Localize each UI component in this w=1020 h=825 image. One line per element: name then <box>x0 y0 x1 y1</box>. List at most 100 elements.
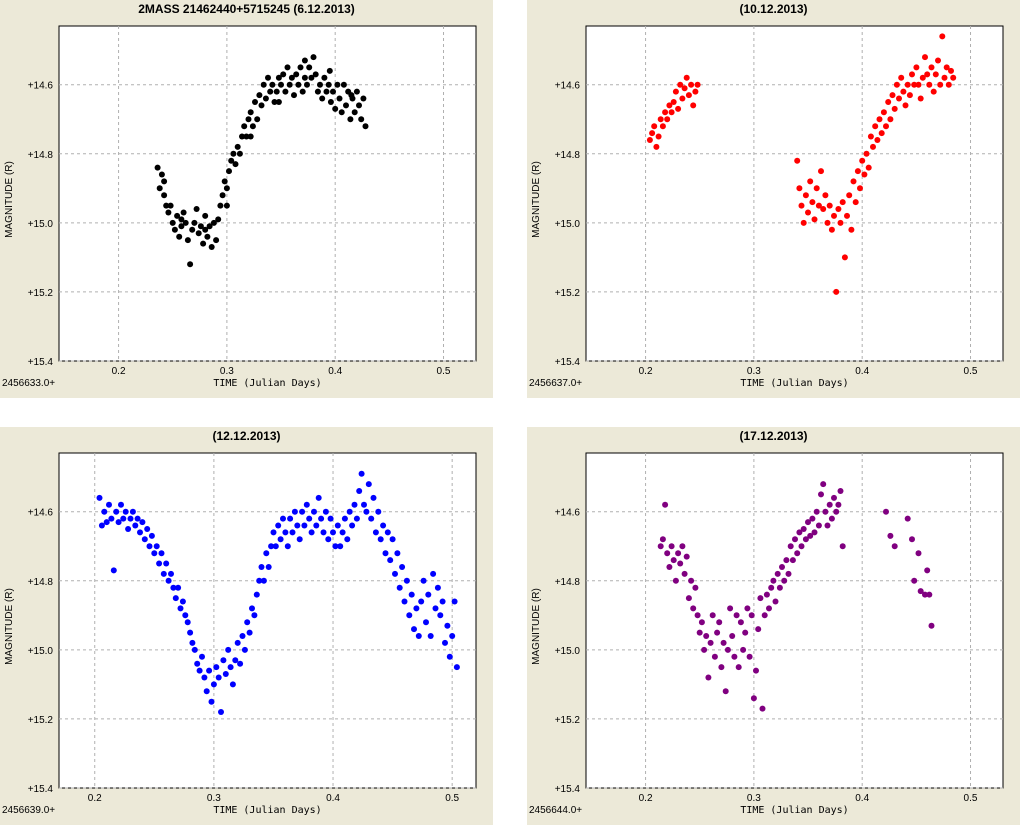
data-point <box>301 522 308 529</box>
data-point <box>779 564 785 570</box>
data-point <box>418 598 425 605</box>
data-point <box>857 185 863 192</box>
data-point <box>720 639 727 646</box>
data-point <box>372 529 379 536</box>
data-point <box>306 515 313 522</box>
data-point <box>844 212 850 219</box>
data-point <box>256 92 263 99</box>
data-point <box>245 116 252 123</box>
data-point <box>837 488 844 494</box>
data-point <box>835 206 842 212</box>
data-point <box>269 81 276 88</box>
data-point <box>809 515 816 522</box>
x-tick-label: 0.5 <box>964 366 978 377</box>
data-point <box>258 102 265 109</box>
data-point <box>850 178 857 185</box>
data-point <box>200 240 207 247</box>
data-point <box>926 591 933 598</box>
data-point <box>108 515 115 522</box>
y-tick-label: +14.6 <box>28 508 54 519</box>
data-point <box>127 515 134 522</box>
data-point <box>296 536 303 543</box>
data-point <box>798 202 805 209</box>
data-point <box>197 223 204 230</box>
data-point <box>854 168 861 175</box>
data-point <box>785 570 792 577</box>
x-axis-label: TIME (Julian Days) <box>740 805 848 816</box>
x-axis-label: TIME (Julian Days) <box>213 805 321 816</box>
data-point <box>241 123 248 130</box>
data-point <box>776 584 783 591</box>
data-point <box>221 178 228 185</box>
data-point <box>796 529 803 536</box>
data-point <box>234 639 241 646</box>
data-point <box>218 709 224 715</box>
data-point <box>303 501 310 508</box>
data-point <box>900 88 907 95</box>
data-point <box>389 536 396 543</box>
data-point <box>219 192 226 199</box>
data-point <box>365 481 372 488</box>
data-point <box>308 74 315 81</box>
data-point <box>161 192 168 199</box>
data-point <box>451 598 458 605</box>
data-point <box>835 501 842 508</box>
data-point <box>199 653 205 660</box>
data-point <box>898 74 905 81</box>
y-tick-label: +15.4 <box>555 784 581 795</box>
data-point <box>347 116 354 123</box>
x-axis-label: TIME (Julian Days) <box>213 378 321 389</box>
data-point <box>262 95 269 102</box>
data-point <box>833 508 840 515</box>
data-point <box>928 622 935 629</box>
data-point <box>796 185 803 192</box>
data-point <box>891 105 898 112</box>
data-point <box>815 522 822 529</box>
data-point <box>158 550 165 557</box>
data-point <box>865 164 872 171</box>
data-point <box>384 529 391 536</box>
data-point <box>711 653 718 660</box>
x-tick-label: 0.2 <box>639 793 653 804</box>
data-point <box>151 550 158 557</box>
data-point <box>223 185 230 192</box>
y-tick-label: +15.4 <box>28 357 54 368</box>
data-point <box>889 92 896 99</box>
data-point <box>208 244 215 250</box>
data-point <box>294 522 301 529</box>
data-point <box>683 74 690 81</box>
data-point <box>430 570 437 577</box>
data-point <box>761 612 768 619</box>
data-point <box>228 157 235 164</box>
data-point <box>709 612 716 619</box>
y-tick-label: +14.8 <box>28 150 54 161</box>
data-point <box>809 199 816 206</box>
data-point <box>815 202 822 209</box>
data-point <box>655 133 662 140</box>
data-point <box>909 536 915 543</box>
data-point <box>134 515 141 522</box>
y-tick-label: +15.2 <box>28 288 54 299</box>
data-point <box>179 598 186 605</box>
data-point <box>122 508 129 515</box>
data-point <box>326 67 333 74</box>
y-axis-label: MAGNITUDE (R) <box>4 588 15 665</box>
data-point <box>818 168 824 175</box>
data-point <box>317 81 323 88</box>
data-point <box>106 501 112 508</box>
data-point <box>919 74 926 81</box>
data-point <box>247 133 254 140</box>
data-point <box>291 508 298 515</box>
y-tick-label: +15.4 <box>555 357 581 368</box>
data-point <box>265 564 272 570</box>
data-point <box>327 99 334 105</box>
data-point <box>191 646 198 653</box>
data-point <box>423 619 429 626</box>
x-tick-label: 0.5 <box>964 793 978 804</box>
data-point <box>174 212 181 219</box>
data-point <box>646 137 653 143</box>
data-point <box>356 488 363 494</box>
data-point <box>802 536 809 543</box>
chart-svg: 0.2 0.3 0.4 0.5 +14.6 +14.8 +15.0 +15.2 +15.4 TIM… <box>2 25 477 389</box>
data-point <box>716 619 723 626</box>
